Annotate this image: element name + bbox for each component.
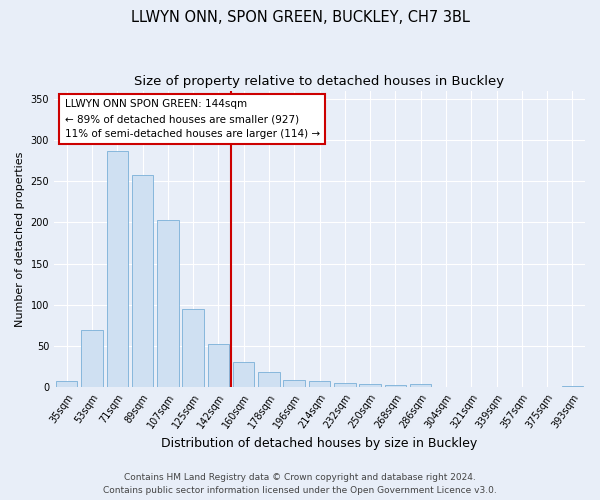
Bar — [410, 384, 431, 387]
Bar — [258, 372, 280, 387]
Bar — [562, 386, 583, 387]
Bar — [309, 380, 330, 387]
Bar — [385, 384, 406, 387]
Bar — [359, 384, 381, 387]
Bar — [208, 344, 229, 387]
Title: Size of property relative to detached houses in Buckley: Size of property relative to detached ho… — [134, 75, 505, 88]
Text: Contains HM Land Registry data © Crown copyright and database right 2024.
Contai: Contains HM Land Registry data © Crown c… — [103, 474, 497, 495]
Text: LLWYN ONN, SPON GREEN, BUCKLEY, CH7 3BL: LLWYN ONN, SPON GREEN, BUCKLEY, CH7 3BL — [131, 10, 469, 25]
Bar — [283, 380, 305, 387]
Bar — [233, 362, 254, 387]
Text: LLWYN ONN SPON GREEN: 144sqm
← 89% of detached houses are smaller (927)
11% of s: LLWYN ONN SPON GREEN: 144sqm ← 89% of de… — [65, 100, 320, 139]
Bar — [81, 330, 103, 387]
X-axis label: Distribution of detached houses by size in Buckley: Distribution of detached houses by size … — [161, 437, 478, 450]
Bar — [182, 309, 204, 387]
Bar — [107, 150, 128, 387]
Y-axis label: Number of detached properties: Number of detached properties — [15, 151, 25, 326]
Bar — [334, 383, 356, 387]
Bar — [56, 380, 77, 387]
Bar — [157, 220, 179, 387]
Bar — [132, 174, 153, 387]
